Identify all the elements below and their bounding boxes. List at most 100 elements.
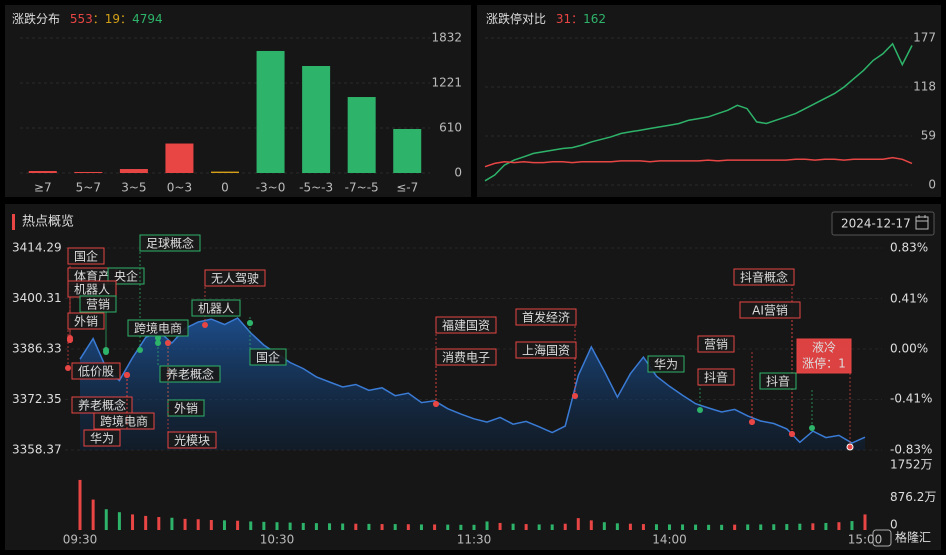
x-tick-label: 0~3: [167, 181, 192, 195]
annotation-dot: [65, 365, 71, 371]
annotation-label: 无人驾驶: [211, 271, 259, 286]
separator: ：: [93, 12, 105, 26]
volume-bar: [681, 524, 685, 530]
annotation-box: [435, 348, 497, 366]
logo: 格隆汇: [872, 529, 931, 547]
y-tick-label: 1221: [431, 76, 462, 90]
volume-bar: [117, 512, 121, 530]
calendar-icon: [915, 215, 929, 230]
x-tick-label: 11:30: [457, 533, 492, 547]
up-count: 553: [70, 12, 93, 26]
volume-bar: [341, 523, 345, 530]
volume-bar: [785, 524, 789, 530]
annotation-label: 机器人: [74, 283, 110, 297]
annotation-label: 抖音: [704, 370, 728, 385]
y-tick-label: 3358.37: [12, 443, 62, 457]
volume-bar: [550, 524, 554, 530]
annotation-box: [515, 308, 577, 326]
annotation-label: 首发经济: [522, 310, 570, 325]
volume-bar: [472, 524, 476, 530]
annotation-label: 机器人: [198, 302, 234, 316]
volume-bar: [328, 523, 332, 530]
annotation-label: 外销: [74, 315, 98, 329]
volume-bar: [537, 524, 541, 530]
annotation-label: 低价股: [78, 365, 114, 379]
annotation-label: 养老概念: [166, 367, 214, 382]
annotation-label: 华为: [90, 432, 114, 446]
annotation-label: 营销: [86, 298, 110, 312]
volume-bar: [772, 524, 776, 530]
volume-bar: [275, 522, 279, 530]
annotation-dot: [124, 372, 130, 378]
x-tick-label: -3~0: [256, 181, 286, 195]
annotation-box: [159, 365, 221, 383]
volume-bar: [459, 524, 463, 530]
volume-bar: [707, 524, 711, 530]
volume-bar: [576, 518, 580, 530]
annotation-dot: [202, 322, 208, 328]
y-tick-label: 118: [913, 80, 936, 94]
annotation-label: 体育产: [74, 269, 110, 284]
volume-bar: [824, 522, 828, 530]
volume-bar: [615, 523, 619, 530]
annotation-box: [93, 412, 155, 430]
x-tick-label: ≤-7: [396, 181, 418, 195]
annotation-box: [107, 267, 145, 285]
volume-tick-label: 876.2万: [890, 490, 936, 504]
bar: [393, 129, 422, 173]
series-line: [484, 42, 913, 182]
x-tick-label: 0: [221, 181, 229, 195]
annotation-box: [697, 335, 735, 353]
annotation-box: [435, 316, 497, 334]
volume-bar: [288, 522, 292, 530]
volume-bar: [837, 522, 841, 530]
annotation-dot: [165, 340, 171, 346]
volume-bar: [746, 524, 750, 530]
y-tick-label: 1832: [431, 31, 462, 45]
annotation-box: [697, 368, 735, 386]
x-tick-label: 5~7: [76, 181, 101, 195]
panel-title: 涨跌分布 553：19：4794: [12, 11, 163, 26]
annotation-label: 营销: [704, 338, 728, 352]
annotation-label: 跨境电商: [100, 414, 148, 429]
annotation-box: [79, 295, 117, 313]
volume-bar: [850, 521, 854, 530]
x-tick-label: 15:00: [848, 533, 883, 547]
volume-bar: [498, 522, 502, 530]
separator: ：: [120, 12, 132, 26]
y-tick-label: 610: [439, 121, 462, 135]
annotation-box: [127, 319, 189, 337]
volume-bar: [393, 524, 397, 530]
annotation-dot: [247, 320, 253, 326]
volume-bar: [91, 499, 95, 530]
volume-bar: [314, 523, 318, 530]
bar: [119, 169, 148, 173]
volume-bar: [759, 524, 763, 530]
x-tick-label: 3~5: [121, 181, 146, 195]
annotation-dot: [155, 340, 161, 346]
volume-bar: [628, 523, 632, 530]
annotation-box: [249, 348, 287, 366]
annotation-label: 消费电子: [442, 351, 490, 365]
annotation-label: 上海国资: [522, 343, 570, 358]
title: 涨跌停对比: [486, 11, 546, 26]
annotation-label: AI营销: [752, 304, 788, 318]
logo-text: 格隆汇: [895, 530, 931, 545]
date-picker[interactable]: [831, 211, 935, 236]
y2-tick-label: 0.00%: [890, 342, 928, 356]
bar: [347, 97, 376, 173]
date[interactable]: 2024-12-17: [841, 217, 911, 231]
x-tick-label: 14:00: [652, 533, 687, 547]
y-tick-label: 3372.35: [12, 392, 62, 406]
annotation-label: 国企: [74, 249, 98, 264]
title-accent: [12, 214, 15, 230]
annotation-label: 国企: [256, 350, 280, 365]
annotation-label: 足球概念: [146, 236, 194, 251]
annotation-box: [71, 362, 121, 380]
annotation-dot: [697, 407, 703, 413]
annotation-label: 跨境电商: [134, 321, 182, 336]
y2-tick-label: 0.41%: [890, 292, 928, 306]
x-tick-label: 10:30: [260, 533, 295, 547]
y-tick-label: 3400.31: [12, 291, 62, 305]
